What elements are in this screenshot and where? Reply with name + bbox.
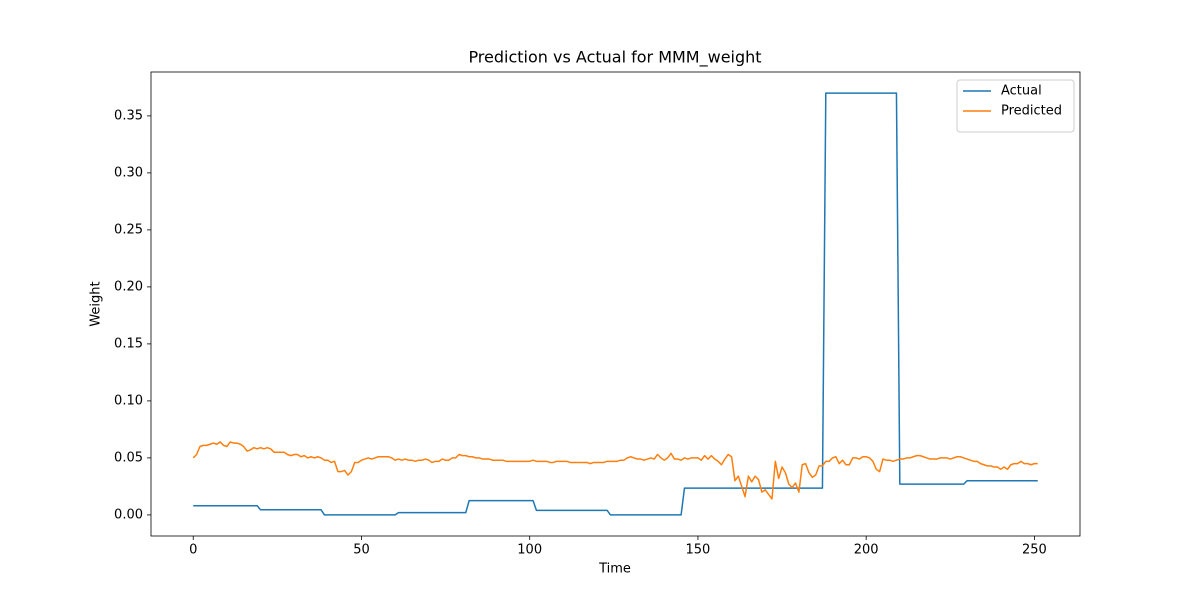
y-tick-label: 0.20 bbox=[114, 279, 143, 294]
x-axis-label: Time bbox=[598, 562, 631, 577]
plot-frame bbox=[150, 71, 1081, 537]
x-tick-label: 250 bbox=[1022, 543, 1047, 558]
legend-label: Actual bbox=[1001, 84, 1042, 99]
series-line bbox=[192, 441, 1038, 500]
x-tick-label: 100 bbox=[517, 543, 542, 558]
y-tick-label: 0.05 bbox=[114, 450, 143, 465]
x-tick-label: 200 bbox=[854, 543, 879, 558]
y-tick-label: 0.15 bbox=[114, 336, 143, 351]
series-line bbox=[193, 92, 1038, 516]
y-tick-label: 0.10 bbox=[114, 393, 143, 408]
x-tick-label: 0 bbox=[189, 543, 197, 558]
y-tick-label: 0.25 bbox=[114, 222, 143, 237]
y-tick-label: 0.30 bbox=[114, 165, 143, 180]
y-tick-label: 0.35 bbox=[114, 108, 143, 123]
y-axis-label: Weight bbox=[89, 281, 104, 326]
legend-box bbox=[956, 79, 1075, 133]
x-tick-label: 50 bbox=[353, 543, 370, 558]
y-tick-label: 0.00 bbox=[114, 507, 143, 522]
x-tick-label: 150 bbox=[686, 543, 711, 558]
legend-label: Predicted bbox=[1001, 104, 1062, 119]
chart-title: Prediction vs Actual for MMM_weight bbox=[468, 48, 761, 68]
